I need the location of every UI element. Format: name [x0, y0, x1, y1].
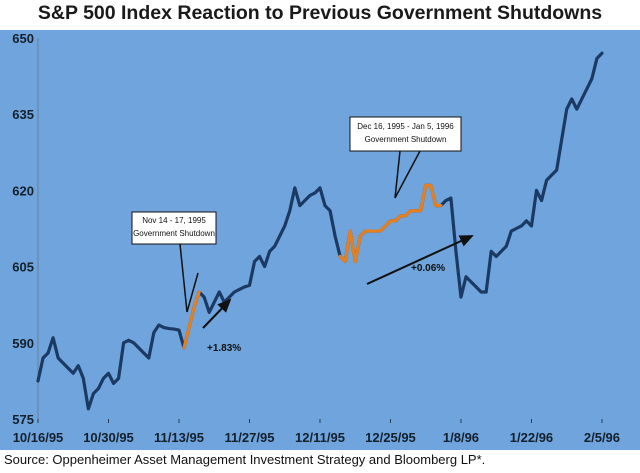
y-tick-label: 620 [12, 183, 34, 198]
plot-background [0, 30, 640, 450]
y-axis: 575 590 605 620 635 650 [12, 31, 34, 427]
annotation-leader-line [394, 150, 421, 199]
annotation-leader-line [179, 243, 188, 313]
x-tick-label: 10/30/95 [83, 430, 134, 445]
shutdown-segment-1 [182, 290, 201, 350]
x-tick-label: 1/22/96 [510, 430, 553, 445]
annotation-line-2: Government Shutdown [365, 135, 447, 144]
series-layer [36, 51, 604, 411]
annotation-dec-shutdown: Dec 16, 1995 - Jan 5, 1996 Government Sh… [349, 116, 462, 199]
y-tick-label: 575 [12, 412, 34, 427]
annotation-leader-line [394, 150, 401, 199]
x-tick-label: 1/8/96 [443, 430, 479, 445]
annotation-nov-shutdown: Nov 14 - 17, 1995 Government Shutdown [131, 211, 217, 313]
annotation-box [131, 211, 217, 245]
x-tick-label: 11/27/95 [225, 430, 275, 445]
line-chart: 575 590 605 620 635 650 10/16/95 10/30/95 11/13… [0, 30, 640, 450]
annotation-line-1: Dec 16, 1995 - Jan 5, 1996 [357, 122, 454, 131]
x-axis: 10/16/95 10/30/95 11/13/95 11/27/95 12/11/95… [13, 419, 620, 445]
source-note: Source: Oppenheimer Asset Management Inv… [4, 452, 486, 467]
y-tick-label: 650 [12, 31, 34, 46]
y-tick-label: 635 [12, 107, 34, 122]
x-tick-label: 11/13/95 [154, 430, 204, 445]
trend-arrow-1 [202, 298, 232, 329]
y-tick-label: 590 [12, 336, 34, 351]
trend-label-2: +0.06% [411, 263, 445, 274]
trend-label-1: +1.83% [207, 343, 241, 354]
x-tick-label: 12/11/95 [295, 430, 345, 445]
shutdown-segment-2 [338, 183, 443, 264]
x-tick-label: 10/16/95 [13, 430, 64, 445]
chart-title: S&P 500 Index Reaction to Previous Gover… [37, 2, 603, 24]
x-tick-label: 2/5/96 [584, 430, 620, 445]
annotation-line-1: Nov 14 - 17, 1995 [142, 216, 206, 225]
x-tick-label: 12/25/95 [365, 430, 416, 445]
y-tick-label: 605 [12, 260, 34, 275]
annotation-leader-line [186, 272, 199, 313]
annotation-box [349, 116, 462, 152]
trend-arrow-2 [366, 235, 474, 285]
series-line-sp500 [36, 51, 604, 411]
annotation-line-2: Government Shutdown [133, 229, 215, 238]
